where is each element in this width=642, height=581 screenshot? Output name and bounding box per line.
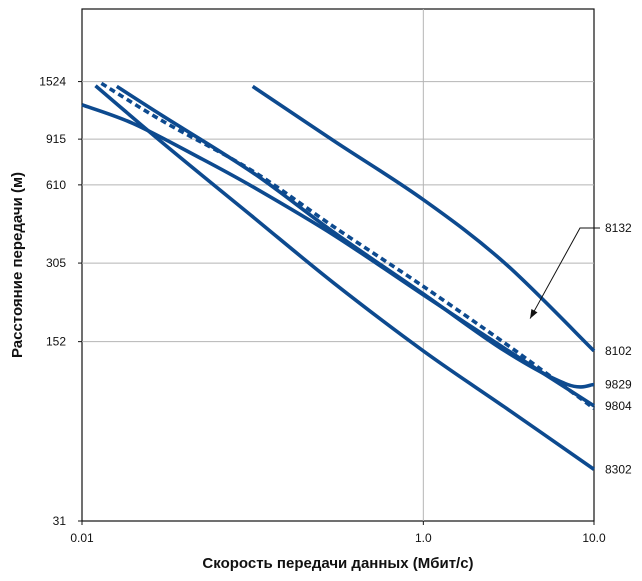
y-tick-label: 915	[46, 132, 66, 146]
y-tick-label: 610	[46, 178, 66, 192]
x-axis-ticks: 0.01 1.0 10.0	[70, 521, 606, 545]
annotation-leaders	[529, 227, 600, 319]
leader-line-8132	[529, 227, 600, 319]
plot-area	[81, 8, 600, 522]
x-tick-label: 0.01	[70, 531, 94, 545]
series-labels: 8132 8102 9829 9804 8302	[605, 221, 632, 476]
x-axis-label: Скорость передачи данных (Мбит/с)	[202, 555, 473, 572]
series-line-8302	[94, 84, 596, 471]
series-label-9804: 9804	[605, 399, 632, 413]
series-label-8302: 8302	[605, 462, 632, 476]
y-axis-ticks: 31 152 305 610 915 1524	[39, 75, 82, 528]
series-lines	[81, 81, 596, 471]
plot-frame	[81, 8, 595, 522]
series-label-8102: 8102	[605, 344, 632, 358]
x-tick-label: 1.0	[415, 531, 432, 545]
series-label-9829: 9829	[605, 377, 632, 391]
y-tick-label: 1524	[39, 75, 66, 89]
y-axis-label: Расстояние передачи (м)	[9, 172, 26, 358]
y-tick-label: 152	[46, 335, 66, 349]
series-line-8132	[100, 81, 596, 410]
x-tick-label: 10.0	[582, 531, 606, 545]
y-tick-label: 31	[53, 514, 67, 528]
leader-arrowhead-8132	[530, 309, 538, 319]
series-line-8102	[251, 84, 596, 353]
y-tick-label: 305	[46, 256, 66, 270]
series-label-8132: 8132	[605, 221, 632, 235]
